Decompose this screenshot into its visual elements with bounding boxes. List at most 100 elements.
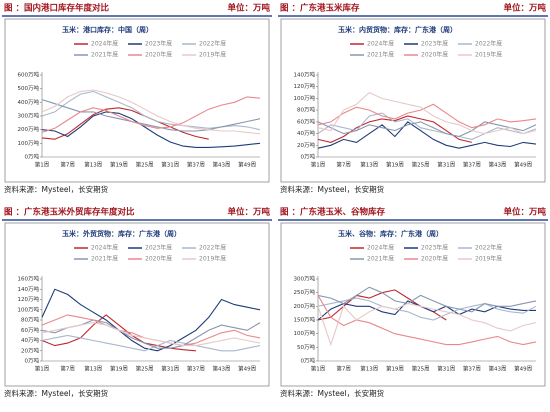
y-tick-label: 60万吨 [21,326,39,334]
chart-title: 玉米：外贸货物：库存：广东港（周） [62,229,181,238]
series-line [41,111,261,148]
legend-label: 2022年度 [475,244,502,252]
y-tick-label: 100万吨 [18,305,40,313]
legend-label: 2021年度 [91,51,118,59]
series-line [41,99,261,132]
legend-label: 2019年度 [475,51,502,59]
series-line [317,112,537,140]
x-tick-label: 第1周 [35,365,50,373]
y-tick-label: 0万吨 [301,153,316,161]
legend-label: 2024年度 [367,244,394,252]
x-tick-label: 第19周 [386,365,404,373]
legend-label: 2022年度 [199,244,226,252]
y-tick-label: 140万吨 [18,285,40,293]
x-tick-label: 第25周 [412,365,430,373]
legend-label: 2023年度 [421,244,448,252]
chart-frame [4,222,270,387]
y-tick-label: 60万吨 [297,117,315,125]
x-tick-label: 第19周 [110,161,128,169]
x-tick-label: 第25周 [136,365,154,373]
source-note: 资料来源：Mysteel，长安期货 [4,388,109,398]
series-line [317,91,537,135]
x-tick-label: 第37周 [187,365,205,373]
legend-label: 2022年度 [475,40,502,48]
legend-label: 2024年度 [367,40,394,48]
legend-label: 2019年度 [475,255,502,263]
chart-title: 玉米、谷物：库存：广东港（周） [338,229,443,238]
panel-header: 图 ：广东港玉米外贸库存年度对比 [4,207,135,218]
panel-unit: 单位：万吨 [227,3,270,14]
y-tick-label: 120万吨 [18,295,40,303]
x-tick-label: 第31周 [161,365,179,373]
y-tick-label: 200万吨 [18,125,40,133]
y-tick-label: 300万吨 [18,112,40,120]
x-tick-label: 第31周 [161,161,179,169]
series-line [317,115,473,143]
x-tick-label: 第19周 [386,161,404,169]
x-tick-label: 第43周 [489,365,507,373]
y-tick-label: 150万吨 [294,316,316,324]
series-line [317,121,537,138]
series-line [317,286,537,313]
legend-label: 2019年度 [199,51,226,59]
y-tick-label: 50万吨 [297,343,315,351]
x-tick-label: 第31周 [437,161,455,169]
y-tick-label: 500万吨 [18,84,40,92]
y-tick-label: 100万吨 [294,329,316,337]
x-tick-label: 第7周 [336,365,351,373]
x-tick-label: 第1周 [311,161,326,169]
y-tick-label: 20万吨 [21,346,39,354]
y-tick-label: 20万吨 [297,141,315,149]
panel-unit: 单位：万吨 [503,207,546,218]
y-tick-label: 0万吨 [301,357,316,365]
x-tick-label: 第7周 [60,161,75,169]
x-tick-label: 第1周 [35,161,50,169]
chart-title: 玉米：港口库存：中国（周） [62,25,153,34]
x-tick-label: 第49周 [238,365,256,373]
legend-label: 2023年度 [145,244,172,252]
series-line [317,303,537,347]
series-line [317,103,537,129]
y-tick-label: 40万吨 [21,336,39,344]
x-tick-label: 第37周 [463,365,481,373]
y-tick-label: 40万吨 [297,129,315,137]
legend-label: 2020年度 [145,51,172,59]
series-line [41,334,261,352]
x-tick-label: 第43周 [213,365,231,373]
y-tick-label: 140万吨 [294,71,316,79]
x-tick-label: 第49周 [514,161,532,169]
y-tick-label: 600万吨 [18,71,40,79]
x-tick-label: 第37周 [463,161,481,169]
x-tick-label: 第7周 [336,161,351,169]
legend-label: 2024年度 [91,40,118,48]
y-tick-label: 120万吨 [294,82,316,90]
y-tick-label: 400万吨 [18,98,40,106]
legend-label: 2023年度 [421,40,448,48]
source-note: 资料来源：Mysteel，长安期货 [280,184,385,194]
legend-label: 2021年度 [367,51,394,59]
panel-header: 图 ：广东港玉米库存 [280,3,360,14]
legend-label: 2019年度 [199,255,226,263]
x-tick-label: 第49周 [514,365,532,373]
legend-label: 2023年度 [145,40,172,48]
x-tick-label: 第43周 [213,161,231,169]
chart-frame [4,18,270,183]
panel-header: 图 ：广东港玉米、谷物库存 [280,207,385,218]
series-line [41,288,261,352]
x-tick-label: 第19周 [110,365,128,373]
y-tick-label: 0万吨 [25,153,40,161]
y-tick-label: 80万吨 [297,106,315,114]
y-tick-label: 250万吨 [294,288,316,296]
x-tick-label: 第7周 [60,365,75,373]
y-tick-label: 160万吨 [18,275,40,283]
x-tick-label: 第13周 [84,365,102,373]
legend-label: 2021年度 [367,255,394,263]
panel-header: 图 ：国内港口库存年度对比 [4,3,109,14]
x-tick-label: 第49周 [238,161,256,169]
series-line [41,96,261,133]
series-line [317,121,537,149]
series-line [317,297,537,321]
panel-unit: 单位：万吨 [227,207,270,218]
